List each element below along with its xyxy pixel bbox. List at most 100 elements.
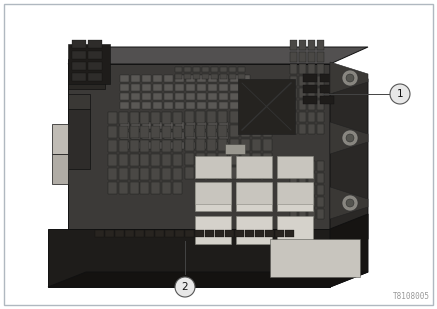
Bar — [317, 209, 324, 219]
Bar — [215, 230, 224, 237]
Bar — [108, 112, 117, 124]
Bar — [230, 167, 239, 179]
Polygon shape — [68, 59, 105, 89]
Bar — [299, 40, 306, 50]
Bar — [284, 89, 293, 96]
Bar — [185, 230, 194, 237]
Bar — [241, 111, 250, 123]
Bar — [140, 168, 149, 180]
Bar — [240, 98, 249, 105]
Bar — [164, 132, 173, 139]
Text: 1: 1 — [397, 89, 403, 99]
Bar — [131, 75, 140, 82]
Bar — [235, 230, 244, 237]
Bar — [72, 62, 86, 70]
Bar — [131, 93, 140, 100]
Polygon shape — [68, 44, 110, 84]
Bar — [173, 112, 182, 124]
Bar — [207, 167, 216, 179]
Bar — [151, 126, 160, 138]
Bar — [245, 230, 254, 237]
Bar — [193, 67, 200, 72]
Bar — [252, 153, 261, 165]
Bar — [125, 230, 134, 237]
Bar — [211, 67, 218, 72]
Bar — [273, 98, 282, 105]
Bar — [186, 142, 195, 149]
Bar — [119, 112, 128, 124]
Bar — [270, 239, 360, 277]
Bar — [277, 216, 313, 244]
Bar — [299, 88, 306, 98]
Bar — [72, 40, 86, 48]
Bar — [105, 230, 114, 237]
Bar — [135, 230, 144, 237]
Bar — [131, 122, 140, 129]
Bar — [205, 230, 214, 237]
Bar — [164, 93, 173, 100]
Bar — [241, 153, 250, 165]
Bar — [238, 67, 245, 72]
Bar — [230, 75, 239, 82]
Bar — [186, 122, 195, 129]
Bar — [142, 132, 151, 139]
Bar — [241, 84, 250, 91]
Bar — [195, 182, 231, 204]
Bar — [263, 167, 272, 179]
Bar — [207, 139, 216, 151]
Bar — [175, 132, 184, 139]
Circle shape — [342, 70, 358, 86]
Bar — [211, 74, 218, 79]
Bar — [299, 100, 306, 110]
Bar — [299, 209, 306, 219]
Bar — [299, 64, 306, 74]
Bar — [95, 230, 104, 237]
Bar — [173, 126, 182, 138]
Bar — [241, 102, 250, 109]
Bar — [142, 75, 151, 82]
Bar — [308, 161, 315, 171]
Circle shape — [346, 134, 354, 142]
Bar — [175, 93, 184, 100]
Bar — [320, 85, 334, 93]
Bar — [240, 107, 249, 114]
Bar — [197, 142, 206, 149]
Bar — [255, 230, 264, 237]
Bar — [185, 139, 194, 151]
Bar — [308, 64, 315, 74]
Bar — [202, 74, 209, 79]
Bar — [218, 111, 227, 123]
Bar — [88, 40, 102, 48]
Bar — [273, 89, 282, 96]
Circle shape — [390, 84, 410, 104]
Bar — [162, 126, 171, 138]
Circle shape — [346, 199, 354, 207]
Bar — [120, 142, 129, 149]
Bar — [219, 93, 228, 100]
Bar — [220, 67, 227, 72]
Bar — [290, 124, 297, 134]
Bar — [263, 125, 272, 137]
Bar — [175, 75, 184, 82]
Bar — [88, 73, 102, 81]
Bar — [164, 142, 173, 149]
Bar — [252, 167, 261, 179]
Bar — [196, 139, 205, 151]
Bar — [251, 98, 260, 105]
Bar — [119, 182, 128, 194]
Bar — [186, 84, 195, 91]
Polygon shape — [52, 154, 68, 184]
Bar — [208, 93, 217, 100]
Bar — [162, 140, 171, 152]
Bar — [108, 168, 117, 180]
Bar — [175, 122, 184, 129]
Bar — [236, 216, 272, 244]
Bar — [197, 132, 206, 139]
Bar — [241, 139, 250, 151]
Bar — [208, 122, 217, 129]
Bar — [120, 84, 129, 91]
Bar — [119, 126, 128, 138]
Bar — [185, 153, 194, 165]
Bar — [151, 154, 160, 166]
Bar — [320, 96, 334, 104]
